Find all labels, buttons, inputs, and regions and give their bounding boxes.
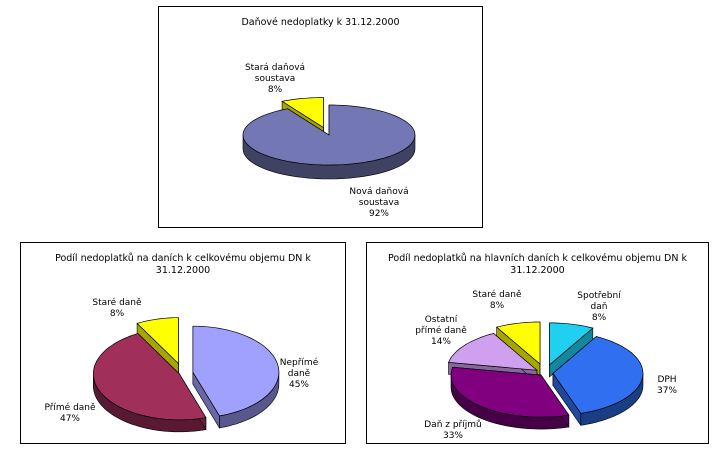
chart-panel-main-taxes: Podíl nedoplatků na hlavních daních k ce…: [366, 242, 709, 444]
pie-slice: [92, 333, 207, 421]
pie-chart: [92, 317, 280, 433]
slice-label-vat: DPH 37%: [656, 375, 677, 396]
slice-label-excise-tax: Spotřební daň 8%: [577, 291, 621, 323]
pie-chart: [447, 321, 644, 430]
pie-slice: [552, 336, 644, 414]
pie-slice: [549, 322, 594, 366]
chart-panel-tax-share: Podíl nedoplatků na daních k celkovému o…: [20, 242, 346, 444]
chart-title: Daňové nedoplatky k 31.12.2000: [241, 17, 400, 28]
pie-slice: [281, 97, 324, 129]
pie-slice: [450, 366, 570, 418]
pie-slice: [447, 333, 538, 371]
slice-label-income-tax: Daň z příjmů 33%: [424, 420, 482, 441]
slice-label-old-system: Stará daňová soustava 8%: [244, 63, 306, 95]
pie-chart: [242, 97, 416, 180]
slice-label-other-direct: Ostatní přímé daně 14%: [415, 315, 467, 347]
chart-panel-tax-arrears: Daňové nedoplatky k 31.12.2000 Stará daň…: [158, 6, 483, 228]
slice-label-old-taxes: Staré daně 8%: [472, 290, 522, 311]
pie-slice: [136, 317, 179, 365]
pie-slice: [242, 104, 416, 166]
chart-title: Podíl nedoplatků na hlavních daních k ce…: [388, 253, 687, 276]
slice-label-old-taxes: Staré daně 8%: [92, 298, 142, 319]
pie-slice: [192, 325, 280, 417]
slice-label-direct-taxes: Přímé daně 47%: [44, 403, 96, 424]
pie-slice: [495, 321, 541, 365]
slice-label-indirect-taxes: Nepřímé daně 45%: [279, 358, 319, 390]
chart-title: Podíl nedoplatků na daních k celkovému o…: [55, 253, 311, 276]
slice-label-new-system: Nová daňová soustava 92%: [349, 187, 409, 219]
